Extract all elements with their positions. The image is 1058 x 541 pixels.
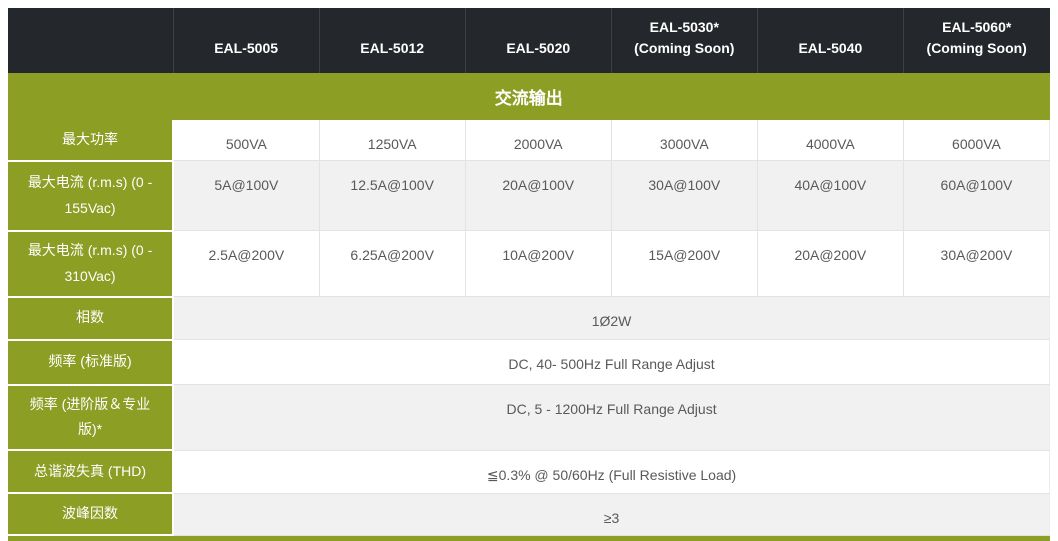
section-banner-row: 交流输出: [8, 73, 1050, 120]
spec-value-span: 1Ø2W: [173, 296, 1051, 340]
model-name: EAL-5040: [798, 40, 863, 57]
spec-value: 2.5A@200V: [173, 230, 320, 297]
table-row-max-current-155vac: 最大电流 (r.m.s) (0 - 155Vac) 5A@100V 12.5A@…: [8, 160, 1051, 232]
spec-value: 6.25A@200V: [319, 230, 466, 297]
table-row-max-power: 最大功率 500VA 1250VA 2000VA 3000VA 4000VA 6…: [8, 120, 1051, 162]
table-row-max-current-310vac: 最大电流 (r.m.s) (0 - 310Vac) 2.5A@200V 6.25…: [8, 230, 1051, 298]
model-name: EAL-5030*: [649, 18, 719, 35]
corner-cell: [8, 8, 174, 73]
column-header-eal-5012: EAL-5012: [318, 8, 466, 73]
column-header-eal-5030: EAL-5030* (Coming Soon): [610, 8, 758, 73]
table-row-frequency-standard: 频率 (标准版) DC, 40- 500Hz Full Range Adjust: [8, 339, 1051, 386]
spec-value-span: DC, 5 - 1200Hz Full Range Adjust: [173, 384, 1051, 451]
spec-value: 15A@200V: [611, 230, 758, 297]
spec-value: 20A@100V: [465, 160, 612, 231]
spec-value: 40A@100V: [757, 160, 904, 231]
spec-value: 60A@100V: [903, 160, 1051, 231]
spec-value: 30A@100V: [611, 160, 758, 231]
row-label: 最大电流 (r.m.s) (0 - 310Vac): [8, 230, 175, 298]
row-label: 最大电流 (r.m.s) (0 - 155Vac): [8, 160, 175, 232]
spec-value: 5A@100V: [173, 160, 320, 231]
spec-table-container: EAL-5005 EAL-5012 EAL-5020 EAL-5030* (Co…: [8, 8, 1051, 541]
spec-value: 12.5A@100V: [319, 160, 466, 231]
spec-value: 1250VA: [319, 120, 466, 161]
row-label: 最大功率: [8, 120, 175, 162]
spec-value: 2000VA: [465, 120, 612, 161]
model-header-row: EAL-5005 EAL-5012 EAL-5020 EAL-5030* (Co…: [8, 8, 1050, 73]
table-bottom-border: [8, 536, 1050, 541]
column-header-eal-5040: EAL-5040: [756, 8, 904, 73]
spec-value: 3000VA: [611, 120, 758, 161]
product-spec-table: EAL-5005 EAL-5012 EAL-5020 EAL-5030* (Co…: [8, 8, 1051, 537]
row-label: 频率 (标准版): [8, 339, 175, 386]
table-row-thd: 总谐波失真 (THD) ≦0.3% @ 50/60Hz (Full Resist…: [8, 450, 1051, 495]
table-row-frequency-advanced: 频率 (进阶版＆专业版)* DC, 5 - 1200Hz Full Range …: [8, 384, 1051, 452]
spec-value-span: DC, 40- 500Hz Full Range Adjust: [173, 339, 1051, 385]
model-subtitle: (Coming Soon): [926, 40, 1027, 57]
spec-value: 500VA: [173, 120, 320, 161]
model-name: EAL-5012: [360, 40, 425, 57]
spec-value: 4000VA: [757, 120, 904, 161]
column-header-eal-5060: EAL-5060* (Coming Soon): [902, 8, 1050, 73]
model-subtitle: (Coming Soon): [634, 40, 735, 57]
spec-value: 20A@200V: [757, 230, 904, 297]
row-label: 频率 (进阶版＆专业版)*: [8, 384, 175, 452]
column-header-eal-5005: EAL-5005: [172, 8, 320, 73]
spec-value-span: ≥3: [173, 493, 1051, 536]
table-row-phase: 相数 1Ø2W: [8, 296, 1051, 341]
model-name: EAL-5005: [214, 40, 279, 57]
model-name: EAL-5020: [506, 40, 571, 57]
spec-value: 10A@200V: [465, 230, 612, 297]
row-label: 总谐波失真 (THD): [8, 450, 175, 495]
model-name: EAL-5060*: [942, 18, 1012, 35]
row-label: 相数: [8, 296, 175, 341]
spec-value: 30A@200V: [903, 230, 1051, 297]
table-row-crest-factor: 波峰因数 ≥3: [8, 493, 1051, 537]
row-label: 波峰因数: [8, 493, 175, 537]
spec-value-span: ≦0.3% @ 50/60Hz (Full Resistive Load): [173, 450, 1051, 494]
spec-value: 6000VA: [903, 120, 1051, 161]
column-header-eal-5020: EAL-5020: [464, 8, 612, 73]
section-title: 交流输出: [8, 73, 1050, 120]
